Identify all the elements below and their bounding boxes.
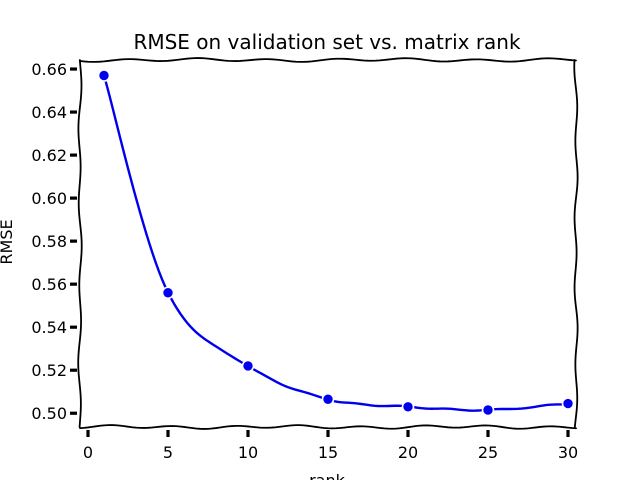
data-point <box>481 403 495 417</box>
y-tick-label: 0.52 <box>31 361 67 380</box>
x-axis-label: rank <box>309 471 346 480</box>
x-tick-label: 20 <box>398 443 418 462</box>
x-tick-label: 5 <box>163 443 173 462</box>
data-point <box>561 397 575 410</box>
y-tick-label: 0.62 <box>31 146 67 165</box>
y-tick-label: 0.50 <box>31 404 67 423</box>
series-layer <box>97 69 575 417</box>
y-tick-label: 0.54 <box>31 318 67 337</box>
chart-title: RMSE on validation set vs. matrix rank <box>133 30 521 54</box>
plot-frame <box>77 57 579 430</box>
x-tick-label: 0 <box>83 443 93 462</box>
y-tick-label: 0.66 <box>31 60 67 79</box>
axis-ticks: 0 5 10 15 20 25 30 0.50 0.52 0.54 0.56 0.58 0.60 0.62… <box>31 60 578 462</box>
frame-left <box>77 59 83 428</box>
data-point <box>321 392 335 406</box>
frame-right <box>573 59 579 428</box>
y-tick-label: 0.56 <box>31 275 67 294</box>
data-point <box>97 69 111 82</box>
x-tick-label: 10 <box>238 443 258 462</box>
x-tick-label: 15 <box>318 443 338 462</box>
x-tick-label: 30 <box>558 443 578 462</box>
y-tick-label: 0.64 <box>31 103 67 122</box>
frame-bottom <box>79 424 577 430</box>
frame-top <box>79 57 577 63</box>
y-tick-label: 0.58 <box>31 232 67 251</box>
y-axis-label: RMSE <box>0 219 16 264</box>
data-point <box>401 400 415 414</box>
x-tick-label: 25 <box>478 443 498 462</box>
y-tick-label: 0.60 <box>31 189 67 208</box>
series-line <box>102 74 570 412</box>
data-point <box>161 286 175 300</box>
data-point <box>241 359 255 373</box>
